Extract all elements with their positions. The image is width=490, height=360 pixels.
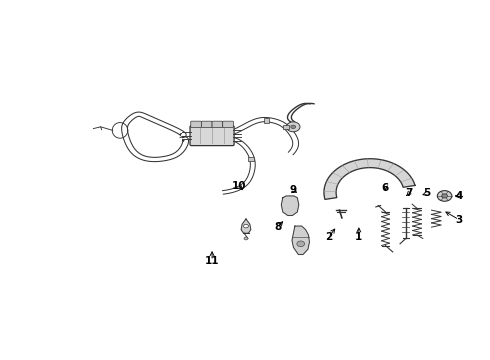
- Circle shape: [287, 122, 300, 132]
- Polygon shape: [281, 196, 299, 215]
- Text: 1: 1: [355, 233, 363, 242]
- FancyBboxPatch shape: [223, 121, 233, 127]
- Polygon shape: [292, 226, 309, 255]
- Polygon shape: [324, 159, 415, 199]
- Text: 11: 11: [205, 256, 220, 266]
- Bar: [283, 125, 289, 129]
- Circle shape: [291, 125, 295, 129]
- Bar: [264, 118, 270, 123]
- Circle shape: [244, 224, 248, 228]
- Text: 5: 5: [423, 189, 430, 198]
- Text: 3: 3: [456, 215, 463, 225]
- FancyBboxPatch shape: [190, 126, 234, 145]
- FancyBboxPatch shape: [212, 121, 223, 127]
- Circle shape: [437, 191, 452, 201]
- Circle shape: [297, 241, 305, 247]
- Bar: [248, 157, 254, 161]
- Text: 10: 10: [232, 181, 246, 192]
- Text: 8: 8: [274, 222, 282, 232]
- Text: 7: 7: [405, 189, 413, 198]
- Text: 6: 6: [382, 183, 389, 193]
- Text: 4: 4: [455, 191, 463, 201]
- Text: 2: 2: [325, 233, 332, 242]
- FancyBboxPatch shape: [191, 121, 201, 127]
- FancyBboxPatch shape: [201, 121, 212, 127]
- Circle shape: [441, 194, 447, 198]
- Polygon shape: [241, 219, 251, 233]
- Circle shape: [244, 237, 248, 240]
- Text: 9: 9: [290, 185, 297, 195]
